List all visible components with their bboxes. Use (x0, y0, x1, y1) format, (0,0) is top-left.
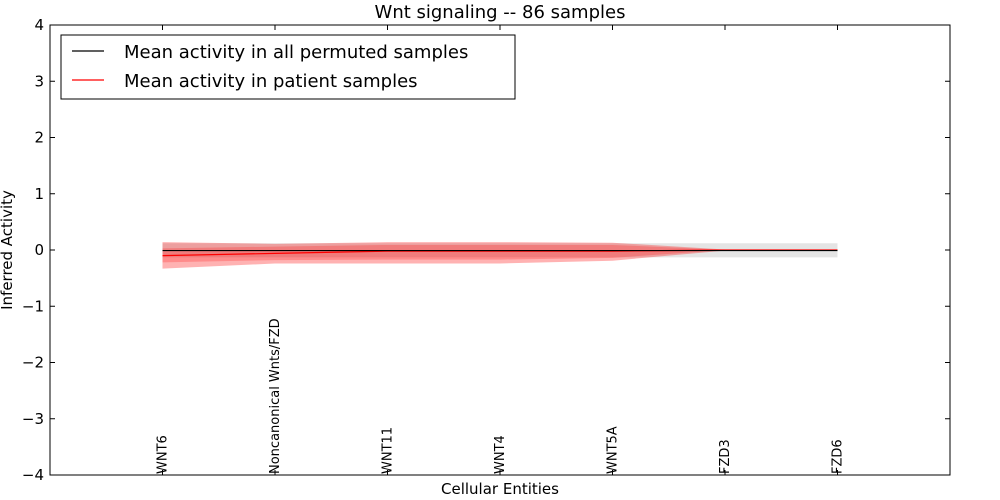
x-tick-label: WNT11 (381, 427, 396, 474)
y-tick-label: 1 (34, 185, 44, 203)
x-axis-label: Cellular Entities (441, 480, 559, 498)
legend-label-patient: Mean activity in patient samples (124, 71, 418, 92)
y-tick-label: 3 (34, 72, 44, 90)
y-tick-label: 2 (34, 129, 44, 147)
y-tick-label: 0 (34, 241, 44, 259)
patient-band-inner (162, 244, 838, 263)
y-tick-label: 4 (34, 16, 44, 34)
y-tick-label: −3 (22, 410, 44, 428)
patient-band-outer (162, 242, 838, 269)
plot-area (162, 242, 838, 269)
x-tick-label: WNT6 (156, 435, 171, 474)
y-tick-label: −1 (22, 297, 44, 315)
chart-title: Wnt signaling -- 86 samples (375, 2, 626, 23)
y-axis-label: Inferred Activity (0, 190, 16, 310)
y-tick-label: −2 (22, 354, 44, 372)
legend-label-permuted: Mean activity in all permuted samples (124, 42, 468, 63)
x-tick-label: WNT4 (493, 435, 508, 474)
x-tick-label: Noncanonical Wnts/FZD (268, 318, 283, 474)
y-tick-label: −4 (22, 466, 44, 484)
x-tick-label: FZD6 (831, 439, 846, 474)
legend-box (60, 34, 516, 100)
x-axis: WNT6 Noncanonical Wnts/FZD WNT11 WNT4 WNT5A F… (156, 25, 846, 475)
y-axis: −4 −3 −2 −1 0 1 2 3 4 (22, 16, 950, 484)
x-tick-label: WNT5A (606, 426, 621, 474)
x-tick-label: FZD3 (718, 439, 733, 474)
legend: Mean activity in all permuted samples Me… (60, 34, 516, 100)
